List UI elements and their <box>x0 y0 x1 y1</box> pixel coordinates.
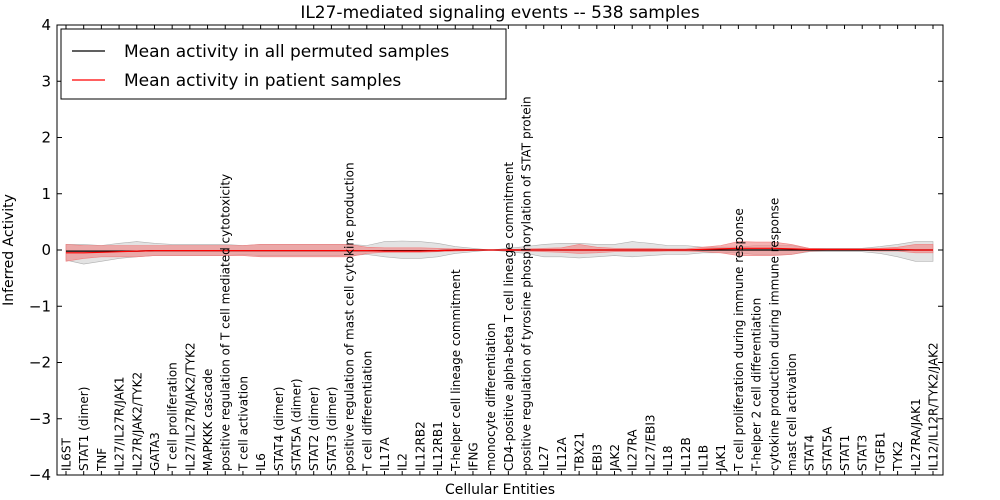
y-tick-label: 2 <box>41 129 51 147</box>
legend-label-permuted: Mean activity in all permuted samples <box>124 42 449 62</box>
x-tick-label: IL12A <box>555 437 569 471</box>
x-tick-label: STAT2 (dimer) <box>307 387 321 471</box>
x-tick-label: STAT3 (dimer) <box>325 387 339 471</box>
bands <box>65 240 934 265</box>
x-tick-label: IL27/EBI3 <box>643 414 657 471</box>
x-tick-label: TGFB1 <box>873 432 887 472</box>
x-tick-label: T cell activation <box>236 376 250 472</box>
x-tick-label: monocyte differentiation <box>484 323 498 471</box>
x-tick-label: IL27RA <box>626 429 640 471</box>
x-tick-label: IL17A <box>378 437 392 471</box>
y-tick-label: 1 <box>41 185 51 203</box>
y-tick-label: −2 <box>29 354 51 372</box>
x-tick-label: IL1B <box>696 445 710 471</box>
x-tick-label: STAT4 <box>803 435 817 471</box>
x-tick-label: T cell proliferation during immune respo… <box>732 208 746 472</box>
x-tick-label: positive regulation of tyrosine phosphor… <box>520 96 534 471</box>
x-tick-label: MAPKKK cascade <box>201 369 215 471</box>
x-tick-label: IL2 <box>396 453 410 471</box>
legend: Mean activity in all permuted samples Me… <box>60 28 507 100</box>
x-tick-label: IL12B <box>679 437 693 471</box>
x-tick-label: STAT4 (dimer) <box>272 387 286 471</box>
legend-frame <box>60 28 507 100</box>
x-tick-label: STAT3 <box>856 435 870 471</box>
x-tick-label: TYK2 <box>891 441 905 472</box>
x-tick-label: EBI3 <box>590 444 604 471</box>
x-tick-label: IL27/IL27R/JAK1 <box>113 377 127 471</box>
x-tick-label: GATA3 <box>148 432 162 471</box>
x-tick-label: T cell proliferation <box>166 362 180 472</box>
x-tick-label: IL27/IL27R/JAK2/TYK2 <box>183 342 197 471</box>
x-tick-label: IL6 <box>254 453 268 471</box>
x-tick-label: mast cell activation <box>785 353 799 471</box>
x-tick-label: IL6ST <box>60 438 74 471</box>
x-axis: IL6ST STAT1 (dimer) TNF IL27/IL27R/JAK1 IL27… <box>60 25 941 475</box>
x-tick-label: JAK2 <box>608 444 622 472</box>
y-tick-label: 4 <box>41 16 51 34</box>
x-tick-label: IL12/IL12R/TYK2/JAK2 <box>927 342 941 471</box>
x-axis-label: Cellular Entities <box>445 482 555 498</box>
y-tick-label: −3 <box>29 410 51 428</box>
x-tick-label: IL12RB2 <box>413 421 427 471</box>
y-axis: 4 3 2 1 0 −1 −2 −3 −4 <box>29 16 943 484</box>
legend-label-patient: Mean activity in patient samples <box>124 71 401 91</box>
x-tick-label: TBX21 <box>573 432 587 472</box>
x-tick-label: T cell differentiation <box>360 351 374 472</box>
x-tick-label: STAT5A (dimer) <box>290 378 304 471</box>
y-tick-label: −4 <box>29 466 51 484</box>
x-tick-label: IL27R/JAK2/TYK2 <box>130 372 144 471</box>
x-tick-label: TNF <box>95 448 109 472</box>
x-tick-label: IFNG <box>466 442 480 471</box>
x-tick-label: T-helper cell lineage commitment <box>449 269 463 472</box>
x-tick-label: T-helper 2 cell differentiation <box>750 298 764 472</box>
x-tick-label: CD4-positive alpha-beta T cell lineage c… <box>502 162 516 471</box>
chart-title: IL27-mediated signaling events -- 538 sa… <box>300 3 700 23</box>
x-tick-label: STAT5A <box>820 426 834 471</box>
x-tick-label: positive regulation of T cell mediated c… <box>219 174 233 471</box>
x-tick-label: cytokine production during immune respon… <box>767 198 781 471</box>
x-tick-label: IL12RB1 <box>431 421 445 471</box>
y-axis-label: Inferred Activity <box>1 194 17 306</box>
series-lines <box>66 247 933 254</box>
x-tick-label: STAT1 <box>838 435 852 471</box>
y-tick-label: 3 <box>41 72 51 90</box>
x-tick-label: IL18 <box>661 446 675 472</box>
x-tick-label: IL27 <box>537 446 551 472</box>
y-tick-label: 0 <box>41 241 51 259</box>
x-tick-label: JAK1 <box>714 444 728 472</box>
x-tick-label: positive regulation of mast cell cytokin… <box>343 162 357 471</box>
band-patient <box>65 241 934 262</box>
series-line-patient <box>66 247 933 254</box>
x-tick-label: IL27RA/JAK1 <box>909 398 923 471</box>
y-tick-label: −1 <box>29 297 51 315</box>
x-tick-label: STAT1 (dimer) <box>77 387 91 471</box>
